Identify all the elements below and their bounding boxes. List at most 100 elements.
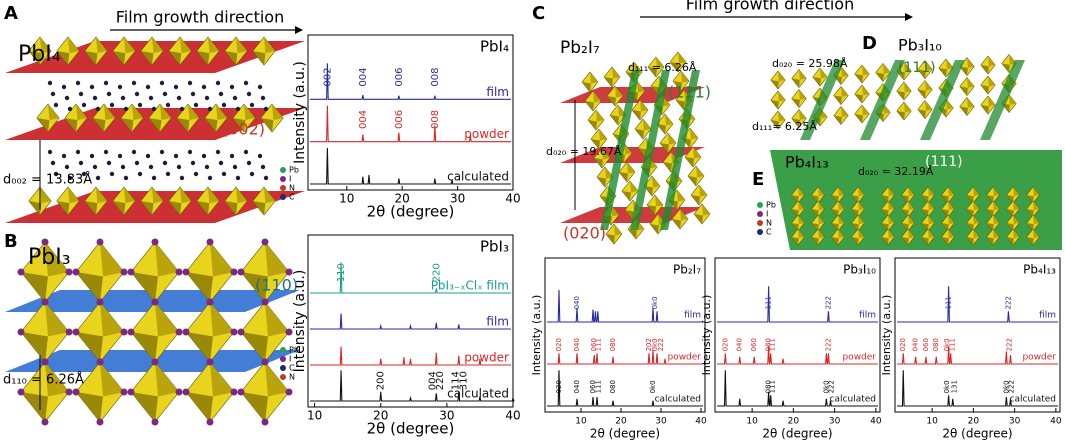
octahedron-shade [241,272,268,302]
octahedron-shade [941,195,949,203]
octahedron-shade [252,51,266,65]
octahedron-shade [668,133,676,145]
octahedron-shade [881,209,889,217]
octahedron-shade [265,362,289,397]
octahedron-shade [966,223,974,231]
organic-cation [159,149,165,155]
octahedron-shade [264,37,276,54]
organic-cation [123,106,129,112]
octahedron-shade [236,187,248,204]
octahedron-shade [921,223,929,231]
octahedron-shade [656,57,664,69]
organic-cation [165,171,171,177]
octahedron-shade [928,187,935,197]
annotation: (110) [255,276,298,295]
octahedron-shade [811,223,819,231]
lattice-plane [630,70,670,230]
octahedron-shade [921,237,929,245]
octahedron-shade [818,201,825,211]
plot-frame [307,34,514,191]
organic-cation [260,164,266,170]
octahedron-shade [917,69,926,79]
x-tick-label: 30 [439,409,454,423]
octahedron-shade [624,143,632,155]
octahedron-shade [68,37,80,54]
octahedron-shade [901,223,909,231]
octahedron-shade [628,229,637,239]
iodide [182,328,190,336]
iodide [96,238,104,246]
organic-cation [137,171,143,177]
octahedron-shade [112,201,126,215]
plot-frame [307,234,514,408]
iodide [237,268,245,276]
octahedron-shade [799,89,807,100]
organic-cation [67,175,73,181]
octahedron-shade [652,176,660,188]
octahedron-shade [881,237,889,245]
iodide [237,328,245,336]
octahedron-shade [917,109,926,119]
organic-cation [176,164,182,170]
octahedron-shade [980,65,989,74]
octahedron-shade [599,129,607,141]
organic-cation [204,164,210,170]
annotation: d₁₁₀ = 6.26Å [3,372,84,388]
organic-cation [50,91,56,97]
octahedron-shade [678,52,686,64]
octahedron-shade [696,166,704,178]
octahedron-shade [946,99,954,110]
annotation: Pb₂I₇ [560,38,600,58]
octahedron-shade [690,128,698,140]
octahedron-shade [883,63,891,74]
octahedron-shade [224,51,238,65]
organic-cation [64,164,70,170]
octahedron-shade [1006,195,1014,203]
octahedron-shade [590,72,598,84]
octahedron-shade [820,68,828,79]
xrd-trace [547,289,703,323]
peak-label: 111 [769,338,777,351]
octahedron-shade [904,102,912,113]
octahedron-shade [888,229,895,239]
octahedron-shade [56,51,70,65]
peak-label: 020 [555,380,563,393]
plot-formula: PbI₄ [480,38,509,56]
octahedron-shade [1006,209,1014,217]
octahedron-shade [265,302,289,337]
octahedron-shade [120,118,134,132]
organic-cation [173,84,179,90]
octahedron-shade [677,190,685,202]
octahedron-shade [778,111,786,122]
octahedron-shade [637,81,645,93]
organic-cation [78,91,84,97]
octahedron-shade [799,109,807,120]
organic-cation [260,95,266,101]
iodide [151,418,159,426]
octahedron-shade [993,215,1000,225]
iodide [237,388,245,396]
octahedron-shade [210,362,234,397]
octahedron-shade [833,115,842,125]
octahedron-shade [152,37,164,54]
organic-cation [257,153,263,159]
organic-cation [204,95,210,101]
xrd-trace [897,370,1058,407]
octahedron-shade [818,215,825,225]
legend-swatch [280,185,286,191]
trace-label: film [1039,311,1056,321]
octahedron-shade [241,392,268,422]
x-axis-label: 2θ (degree) [590,427,660,441]
iodide [261,418,269,426]
octahedron-shade [841,66,849,77]
octahedron-shade [1013,201,1020,211]
peak-label: 131 [950,380,958,393]
octahedron-shade [670,62,679,72]
octahedron-shade [655,195,663,207]
octahedron-shade [838,229,845,239]
octahedron-shade [993,229,1000,239]
plot-frame [714,257,881,413]
octahedron-shade [959,86,968,96]
octahedron-shade [28,201,42,215]
legend-label: Pb [766,201,776,210]
